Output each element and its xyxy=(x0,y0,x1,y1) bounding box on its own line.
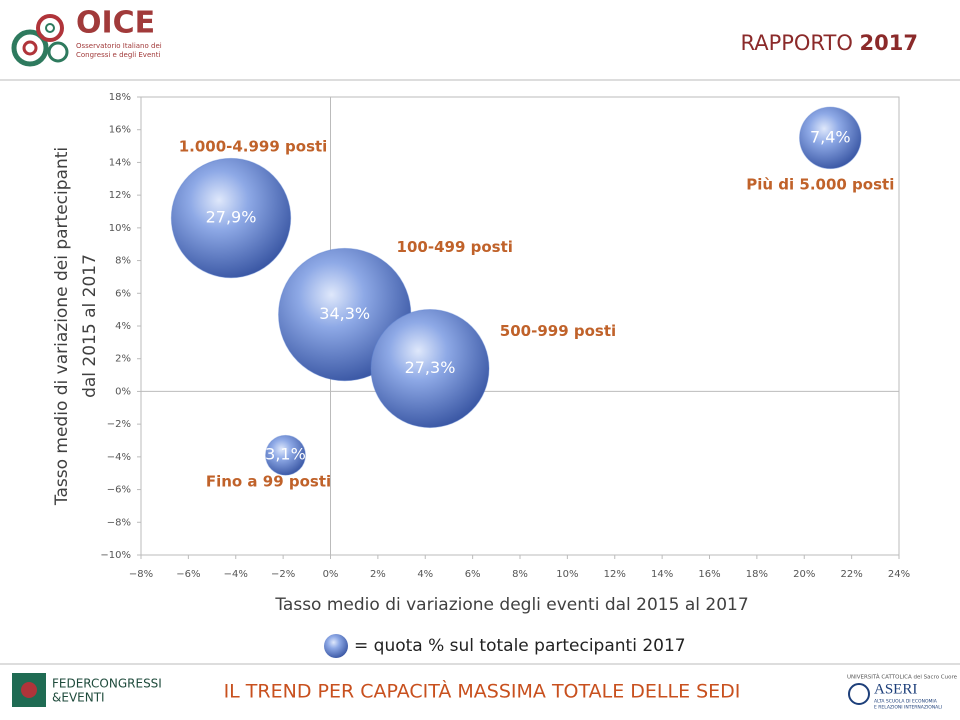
y-tick-label: 14% xyxy=(109,157,131,168)
y-tick-label: −10% xyxy=(100,550,131,561)
category-label: Fino a 99 posti xyxy=(206,473,331,491)
x-tick-label: 14% xyxy=(651,569,673,580)
x-tick-label: 24% xyxy=(888,569,910,580)
y-tick-label: −4% xyxy=(107,452,131,463)
y-tick-label: 0% xyxy=(115,386,131,397)
x-tick-label: 6% xyxy=(465,569,481,580)
y-tick-label: −6% xyxy=(107,485,131,496)
value-label: 27,3% xyxy=(405,358,456,377)
x-tick-label: 20% xyxy=(793,569,815,580)
value-label: 3,1% xyxy=(265,445,306,464)
x-tick-label: 22% xyxy=(841,569,863,580)
logo-subtitle: Osservatorio Italiano dei xyxy=(76,42,162,50)
category-label: Più di 5.000 posti xyxy=(746,175,894,193)
value-label: 34,3% xyxy=(319,304,370,323)
x-tick-label: −2% xyxy=(271,569,295,580)
category-label: 100-499 posti xyxy=(397,238,513,256)
x-tick-label: 8% xyxy=(512,569,528,580)
x-tick-label: −8% xyxy=(129,569,153,580)
x-tick-label: 16% xyxy=(698,569,720,580)
y-tick-label: 6% xyxy=(115,288,131,299)
y-tick-label: −2% xyxy=(107,419,131,430)
plot: −10% −8% −6% −4% −2% 0% 2% 4% 6% 8% 10% 12% 14% 16% 18… xyxy=(100,92,910,580)
x-tick-label: 4% xyxy=(417,569,433,580)
legend-label: = quota % sul totale partecipanti 2017 xyxy=(354,636,686,656)
x-tick-label: 18% xyxy=(746,569,768,580)
footer-left-logo: &EVENTI xyxy=(52,691,105,705)
report: RAPPORTO xyxy=(740,31,852,55)
logo-subtitle: Congressi e degli Eventi xyxy=(76,51,160,59)
bubble xyxy=(170,157,292,279)
bubble xyxy=(799,106,862,170)
x-tick-label: 12% xyxy=(604,569,626,580)
y-tick-label: 12% xyxy=(109,190,131,201)
y-axis-label: Tasso medio di variazione dei partecipan… xyxy=(52,147,72,506)
header-logo-icon xyxy=(11,14,69,67)
x-tick-label: 0% xyxy=(323,569,339,580)
y-tick-label: 4% xyxy=(115,321,131,332)
report-year: 2017 xyxy=(860,31,918,55)
legend-swatch xyxy=(324,634,348,658)
footer-left-logo-icon xyxy=(12,673,46,707)
footer-right-sub: ALTA SCUOLA DI ECONOMIA xyxy=(874,699,938,705)
y-tick-label: −8% xyxy=(107,517,131,528)
footer-right-sub: E RELAZIONI INTERNAZIONALI xyxy=(874,705,942,711)
y-tick-label: 2% xyxy=(115,354,131,365)
x-tick-label: 10% xyxy=(556,569,578,580)
y-tick-label: 18% xyxy=(109,92,131,103)
y-tick-label: 10% xyxy=(109,223,131,234)
logo: OICE xyxy=(76,6,155,41)
x-tick-label: −4% xyxy=(224,569,248,580)
footer-title: IL TREND PER CAPACITÀ MASSIMA TOTALE DEL… xyxy=(224,680,741,703)
x-axis-label: Tasso medio di variazione degli eventi d… xyxy=(274,595,748,615)
value-label: 27,9% xyxy=(206,208,257,227)
category-label: 500-999 posti xyxy=(500,322,616,340)
y-tick-label: 16% xyxy=(109,125,131,136)
x-tick-label: 2% xyxy=(370,569,386,580)
y-tick-label: 8% xyxy=(115,256,131,267)
footer-right-logo: ASERI xyxy=(874,681,917,697)
footer-right-top: UNIVERSITÀ CATTOLICA del Sacro Cuore xyxy=(847,674,958,681)
bubble xyxy=(265,434,306,476)
category-label: 1.000-4.999 posti xyxy=(179,138,328,156)
x-tick-label: −6% xyxy=(176,569,200,580)
y-axis-label: dal 2015 al 2017 xyxy=(80,254,100,398)
footer-left-logo: FEDERCONGRESSI xyxy=(52,677,162,691)
footer-right-icon xyxy=(848,683,870,705)
bubble xyxy=(370,308,490,429)
value-label: 7,4% xyxy=(810,127,851,146)
report-title: RAPPORTO 2017 xyxy=(740,31,918,55)
